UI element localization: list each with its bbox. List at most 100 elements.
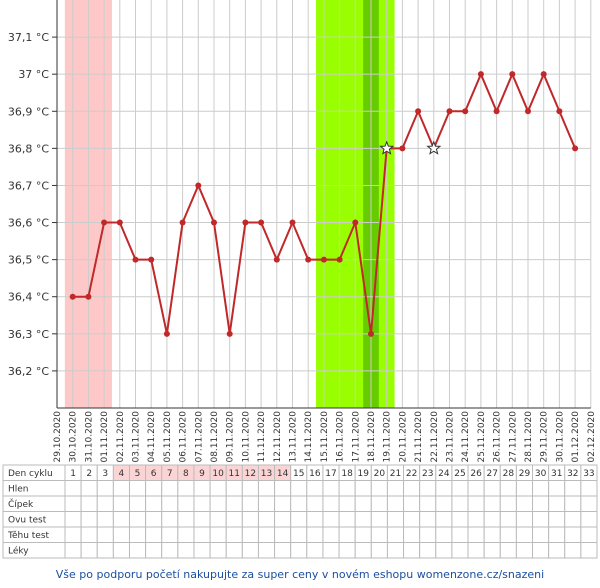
cycle-day: 22 xyxy=(406,469,417,479)
point xyxy=(148,256,155,263)
table-cell xyxy=(370,542,388,559)
table-cell xyxy=(532,542,550,559)
table-cell xyxy=(483,480,501,497)
table-cell xyxy=(128,526,147,543)
table-cell xyxy=(467,526,485,543)
table-cell xyxy=(532,495,550,512)
point xyxy=(85,293,92,300)
table-cell xyxy=(451,542,469,559)
x-tick-label: 28.11.2020 xyxy=(524,411,534,463)
table-cell xyxy=(564,495,582,512)
point xyxy=(352,219,359,226)
cycle-day: 28 xyxy=(503,469,515,479)
x-tick-label: 19.11.2020 xyxy=(383,411,393,463)
cycle-day: 19 xyxy=(358,469,370,479)
table-cell xyxy=(290,542,308,559)
table-cell xyxy=(419,526,437,543)
cycle-day: 14 xyxy=(277,469,289,479)
table-cell xyxy=(338,495,356,512)
x-tick-label: 12.11.2020 xyxy=(273,411,283,463)
table-cell xyxy=(161,542,179,559)
table-cell xyxy=(548,511,566,528)
row-label: Čípek xyxy=(8,498,34,510)
point xyxy=(572,145,579,152)
y-tick-label: 36,5 °C xyxy=(8,254,49,267)
table-cell xyxy=(306,511,324,528)
footer-link[interactable]: Vše po podporu početí nakupujte za super… xyxy=(56,568,544,581)
table-cell xyxy=(515,480,534,497)
cycle-day: 31 xyxy=(551,469,562,479)
table-cell xyxy=(419,511,437,528)
x-tick-label: 08.11.2020 xyxy=(210,411,220,463)
table-cell xyxy=(193,526,211,543)
table-cell xyxy=(403,542,421,559)
y-tick-label: 36,3 °C xyxy=(8,328,49,341)
table-cell xyxy=(322,542,340,559)
table-cell xyxy=(467,480,485,497)
table-cell xyxy=(483,495,501,512)
cycle-day: 33 xyxy=(583,469,594,479)
table-cell xyxy=(257,526,276,543)
cycle-day: 27 xyxy=(486,469,497,479)
table-cell xyxy=(403,480,421,497)
table-cell xyxy=(96,542,114,559)
table-cell xyxy=(193,542,211,559)
cycle-day: 13 xyxy=(261,469,272,479)
table-cell xyxy=(80,511,98,528)
table-cell xyxy=(209,526,227,543)
table-cell xyxy=(403,495,421,512)
x-tick-label: 29.11.2020 xyxy=(540,411,550,463)
point xyxy=(462,108,469,115)
x-tick-label: 01.12.2020 xyxy=(571,411,581,463)
y-tick-label: 36,8 °C xyxy=(8,142,49,155)
x-tick-label: 11.11.2020 xyxy=(257,411,267,463)
x-tick-label: 29.10.2020 xyxy=(53,411,63,463)
table-cell xyxy=(225,480,243,497)
table-cell xyxy=(564,511,582,528)
table-cell xyxy=(322,480,340,497)
table-cell xyxy=(354,480,372,497)
table-cell xyxy=(112,511,130,528)
x-tick-label: 24.11.2020 xyxy=(461,411,471,463)
table-cell xyxy=(209,480,227,497)
table-cell xyxy=(370,526,388,543)
table-cell xyxy=(499,511,517,528)
point xyxy=(226,330,233,337)
table-cell xyxy=(435,495,453,512)
point xyxy=(132,256,139,263)
x-tick-label: 03.11.2020 xyxy=(132,411,142,463)
point xyxy=(116,219,123,226)
cycle-day: 5 xyxy=(135,469,141,479)
cycle-day: 29 xyxy=(519,469,531,479)
table-cell xyxy=(354,526,372,543)
cycle-day: 16 xyxy=(309,469,321,479)
point xyxy=(69,293,76,300)
table-cell xyxy=(274,480,292,497)
cycle-day: 20 xyxy=(374,469,386,479)
table-cell xyxy=(403,526,421,543)
point xyxy=(101,219,108,226)
x-tick-label: 14.11.2020 xyxy=(304,411,314,463)
cycle-day: 32 xyxy=(567,469,578,479)
table-cell xyxy=(274,495,292,512)
table-cell xyxy=(64,495,82,512)
point xyxy=(415,108,422,115)
table-cell xyxy=(177,511,195,528)
table-cell xyxy=(483,542,501,559)
table-cell xyxy=(322,511,340,528)
table-cell xyxy=(532,511,550,528)
table-cell xyxy=(580,542,598,559)
table-cell xyxy=(451,480,469,497)
table-cell xyxy=(515,495,534,512)
x-tick-label: 26.11.2020 xyxy=(493,411,503,463)
star-point xyxy=(426,140,442,155)
table-cell xyxy=(193,495,211,512)
y-tick-label: 36,9 °C xyxy=(8,105,49,118)
x-tick-label: 15.11.2020 xyxy=(320,411,330,463)
table-cell xyxy=(257,511,276,528)
x-tick-label: 16.11.2020 xyxy=(336,411,346,463)
table-cell xyxy=(338,480,356,497)
x-tick-label: 21.11.2020 xyxy=(414,411,424,463)
y-tick-label: 37 °C xyxy=(18,68,49,81)
cycle-day: 25 xyxy=(454,469,465,479)
